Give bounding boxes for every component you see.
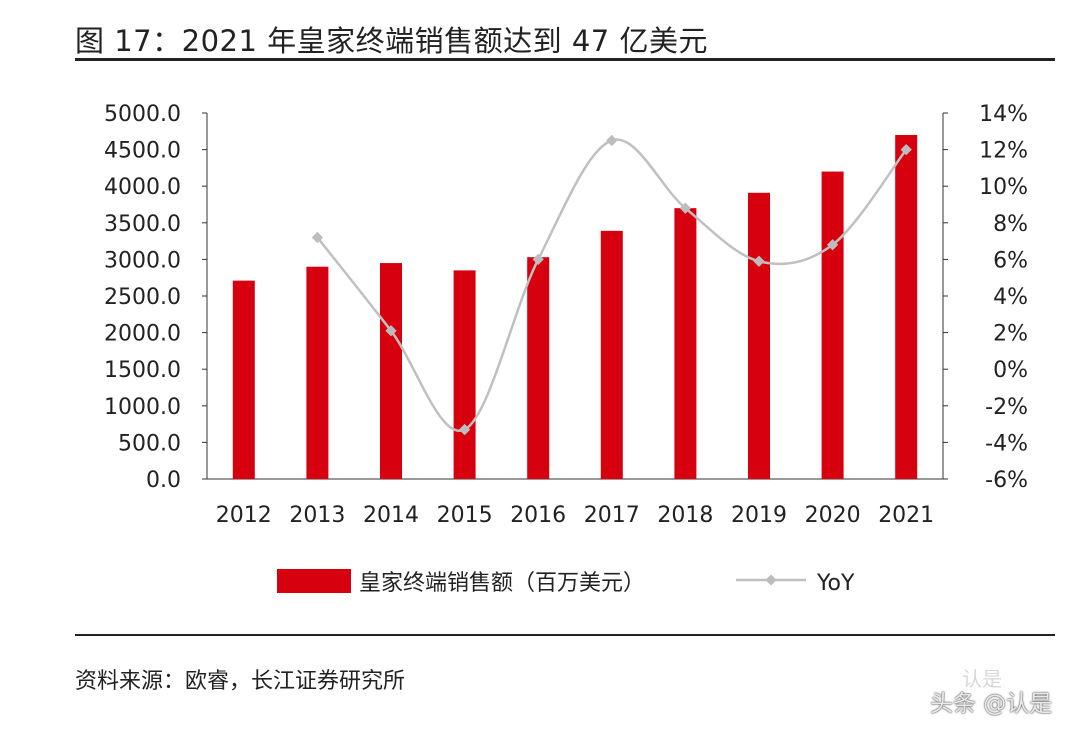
y-tick-label: 500.0 (118, 431, 181, 456)
x-tick-label: 2021 (878, 503, 934, 528)
y2-tick-label: -6% (985, 468, 1028, 493)
legend-line-marker (765, 574, 777, 586)
y2-tick-label: -2% (985, 395, 1028, 420)
x-tick-label: 2017 (584, 503, 640, 528)
yoy-point (458, 423, 471, 436)
bar (527, 257, 550, 479)
y2-tick-label: 8% (993, 212, 1028, 237)
source-note: 资料来源：欧睿，长江证券研究所 (75, 669, 406, 694)
y-tick-label: 4000.0 (104, 175, 181, 200)
y-tick-label: 3000.0 (104, 248, 181, 273)
x-tick-label: 2012 (216, 503, 272, 528)
y2-tick-label: 2% (993, 322, 1028, 347)
legend-bar-label: 皇家终端销售额（百万美元） (359, 571, 645, 596)
yoy-point (532, 253, 544, 266)
x-tick-label: 2016 (510, 503, 566, 528)
yoy-point (311, 231, 324, 244)
bar (600, 230, 623, 479)
y-tick-label: 4500.0 (104, 139, 181, 164)
yoy-point (606, 134, 618, 147)
y2-tick-label: -4% (985, 431, 1028, 456)
x-tick-label: 2018 (657, 503, 713, 528)
bar (748, 192, 770, 479)
bar (895, 134, 918, 479)
bar (306, 266, 329, 479)
y2-tick-label: 4% (993, 285, 1028, 310)
y-tick-label: 1500.0 (104, 358, 181, 383)
y2-tick-label: 0% (993, 358, 1028, 383)
yoy-point (826, 239, 839, 251)
yoy-point (753, 255, 765, 267)
x-tick-label: 2020 (805, 503, 861, 528)
footer-rule (75, 634, 1055, 636)
x-tick-label: 2014 (363, 503, 419, 528)
chart-title: 图 17：2021 年皇家终端销售额达到 47 亿美元 (75, 24, 708, 58)
y-tick-label: 1000.0 (104, 395, 181, 420)
y-tick-label: 2000.0 (104, 322, 181, 347)
x-tick-label: 2019 (731, 503, 787, 528)
bar (821, 171, 844, 479)
y-tick-label: 0.0 (146, 468, 181, 493)
bar (674, 208, 697, 479)
y2-tick-label: 14% (979, 102, 1028, 127)
legend-bar-swatch (277, 569, 351, 593)
x-tick-label: 2013 (289, 503, 345, 528)
y2-tick-label: 12% (979, 139, 1028, 164)
bar (232, 280, 255, 479)
y2-tick-label: 10% (979, 175, 1028, 200)
yoy-point (679, 202, 692, 214)
bar (380, 263, 402, 479)
y-tick-label: 2500.0 (104, 285, 181, 310)
y-tick-label: 3500.0 (104, 212, 181, 237)
watermark-top: 认是 (962, 667, 1002, 691)
yoy-point (900, 143, 912, 156)
yoy-line (316, 138, 908, 433)
watermark-bottom: 头条 @认是 (930, 691, 1053, 717)
x-tick-label: 2015 (437, 503, 493, 528)
legend-line-label: YoY (816, 571, 855, 596)
yoy-point (385, 325, 397, 337)
title-rule (75, 58, 1055, 61)
y2-tick-label: 6% (993, 248, 1028, 273)
chart: 0.0 500.0 1000.0 1500.0 2000.0 2500.0 3000.0 35… (104, 102, 1028, 596)
bar (453, 270, 476, 479)
y-tick-label: 5000.0 (104, 102, 181, 127)
